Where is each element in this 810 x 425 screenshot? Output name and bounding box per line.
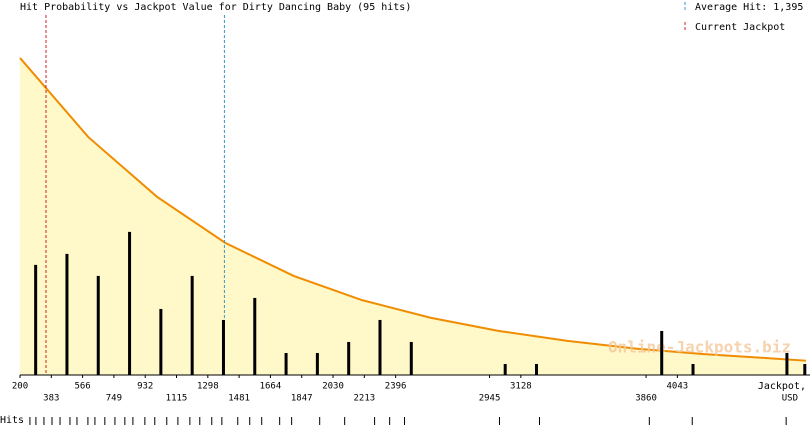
bar bbox=[409, 341, 413, 375]
chart-title: Hit Probability vs Jackpot Value for Dir… bbox=[20, 2, 411, 13]
x-tick-label: 2030 bbox=[322, 382, 344, 392]
bar bbox=[284, 352, 288, 375]
bar bbox=[803, 363, 807, 375]
bar bbox=[34, 264, 38, 375]
x-tick-label: 2213 bbox=[353, 394, 375, 404]
x-axis-label: Jackpot, bbox=[758, 381, 806, 392]
bar bbox=[785, 352, 789, 375]
x-tick-label: 1847 bbox=[291, 394, 313, 404]
x-tick-label: 1664 bbox=[260, 382, 282, 392]
x-tick-label: 3128 bbox=[510, 382, 532, 392]
bar bbox=[96, 275, 100, 375]
bar bbox=[253, 297, 257, 375]
curve-line bbox=[19, 57, 807, 362]
bar bbox=[691, 363, 695, 375]
bar bbox=[315, 352, 319, 375]
bar bbox=[65, 253, 69, 375]
x-tick-label: 200 bbox=[12, 382, 28, 392]
bar bbox=[221, 319, 225, 375]
bar bbox=[503, 363, 507, 375]
bar bbox=[535, 363, 539, 375]
x-tick-label: 1481 bbox=[228, 394, 250, 404]
x-tick-label: 1298 bbox=[197, 382, 219, 392]
bar bbox=[128, 231, 132, 375]
x-axis-unit: USD bbox=[782, 394, 798, 404]
watermark: Online-Jackpots.biz bbox=[608, 338, 791, 357]
x-tick-label: 3860 bbox=[635, 394, 657, 404]
x-tick-label: 566 bbox=[74, 382, 90, 392]
x-tick-label: 2396 bbox=[385, 382, 407, 392]
x-tick-label: 4043 bbox=[667, 382, 689, 392]
bar bbox=[660, 330, 664, 375]
bar bbox=[159, 308, 163, 375]
curve-area bbox=[20, 57, 806, 375]
rug-label: Hits bbox=[0, 415, 24, 425]
legend-label: Average Hit: 1,395 bbox=[695, 2, 803, 13]
bar bbox=[190, 275, 194, 375]
x-tick-label: 2945 bbox=[479, 394, 501, 404]
x-tick-label: 383 bbox=[43, 394, 59, 404]
bar bbox=[378, 319, 382, 375]
legend-label: Current Jackpot bbox=[695, 22, 785, 33]
x-tick-label: 749 bbox=[106, 394, 122, 404]
bar bbox=[347, 341, 351, 375]
x-tick-label: 1115 bbox=[166, 394, 188, 404]
x-tick-label: 932 bbox=[137, 382, 153, 392]
